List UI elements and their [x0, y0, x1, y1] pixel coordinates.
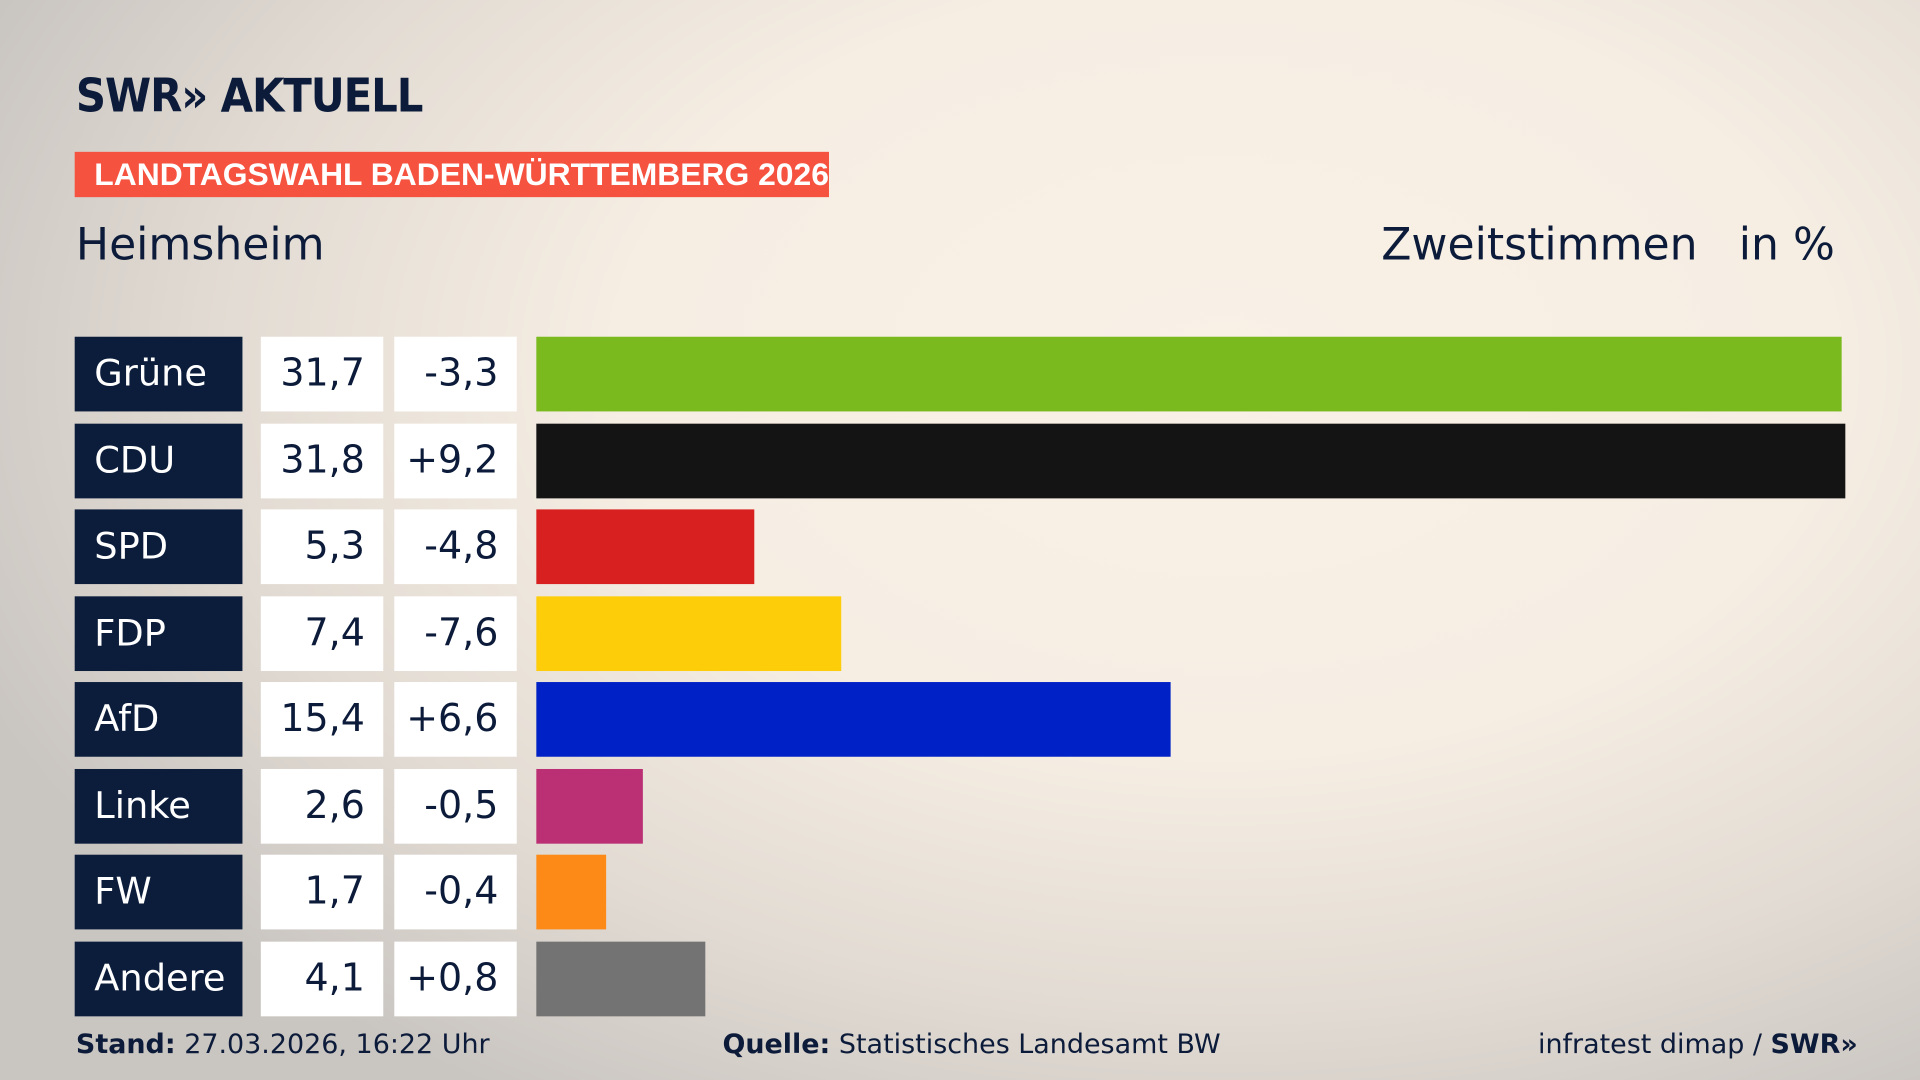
party-label: Linke	[74, 768, 243, 844]
bar	[536, 854, 607, 930]
timestamp: Stand: 27.03.2026, 16:22 Uhr	[76, 1030, 490, 1061]
credit: infratest dimap / SWR»	[1538, 1030, 1858, 1061]
diff-label: -3,3	[394, 336, 517, 412]
party-label: FDP	[74, 595, 243, 671]
bar	[536, 336, 1842, 412]
value-label: 31,8	[260, 423, 384, 498]
vote-type: Zweitstimmen	[1381, 220, 1698, 271]
place-title: Heimsheim	[75, 220, 325, 271]
swr-logo: SWR»	[1770, 1029, 1858, 1061]
value-label: 2,6	[260, 768, 384, 844]
party-label: FW	[74, 854, 243, 930]
value-label: 15,4	[260, 682, 384, 757]
bar	[536, 682, 1171, 757]
value-label: 4,1	[260, 941, 384, 1016]
source: Quelle: Statistisches Landesamt BW	[722, 1030, 1220, 1061]
party-label: SPD	[74, 509, 243, 585]
bar	[536, 941, 706, 1016]
bar	[536, 423, 1846, 498]
diff-label: -7,6	[394, 595, 517, 671]
diff-label: -0,4	[394, 854, 517, 930]
bar	[536, 509, 755, 585]
source-label: Quelle:	[722, 1029, 831, 1061]
party-label: CDU	[74, 423, 243, 498]
value-label: 31,7	[260, 336, 384, 412]
diff-label: +9,2	[394, 423, 517, 498]
stand-value: 27.03.2026, 16:22 Uhr	[184, 1029, 490, 1061]
diff-label: +0,8	[394, 941, 517, 1016]
value-label: 7,4	[260, 595, 384, 671]
swr-aktuell-logo: SWR» AKTUELL	[75, 68, 424, 123]
value-label: 5,3	[260, 509, 384, 585]
party-label: Grüne	[74, 336, 243, 412]
bar	[536, 768, 644, 844]
bar	[536, 595, 841, 671]
stand-label: Stand:	[75, 1029, 176, 1061]
source-value: Statistisches Landesamt BW	[838, 1029, 1221, 1061]
diff-label: -0,5	[394, 768, 517, 844]
value-label: 1,7	[260, 854, 384, 930]
election-banner: LANDTAGSWAHL BADEN-WÜRTTEMBERG 2026	[74, 151, 829, 198]
party-label: Andere	[74, 941, 243, 1016]
credit-text: infratest dimap /	[1537, 1029, 1771, 1061]
diff-label: +6,6	[394, 682, 517, 757]
diff-label: -4,8	[394, 509, 517, 585]
unit-label: in %	[1738, 220, 1835, 271]
party-label: AfD	[74, 682, 243, 757]
